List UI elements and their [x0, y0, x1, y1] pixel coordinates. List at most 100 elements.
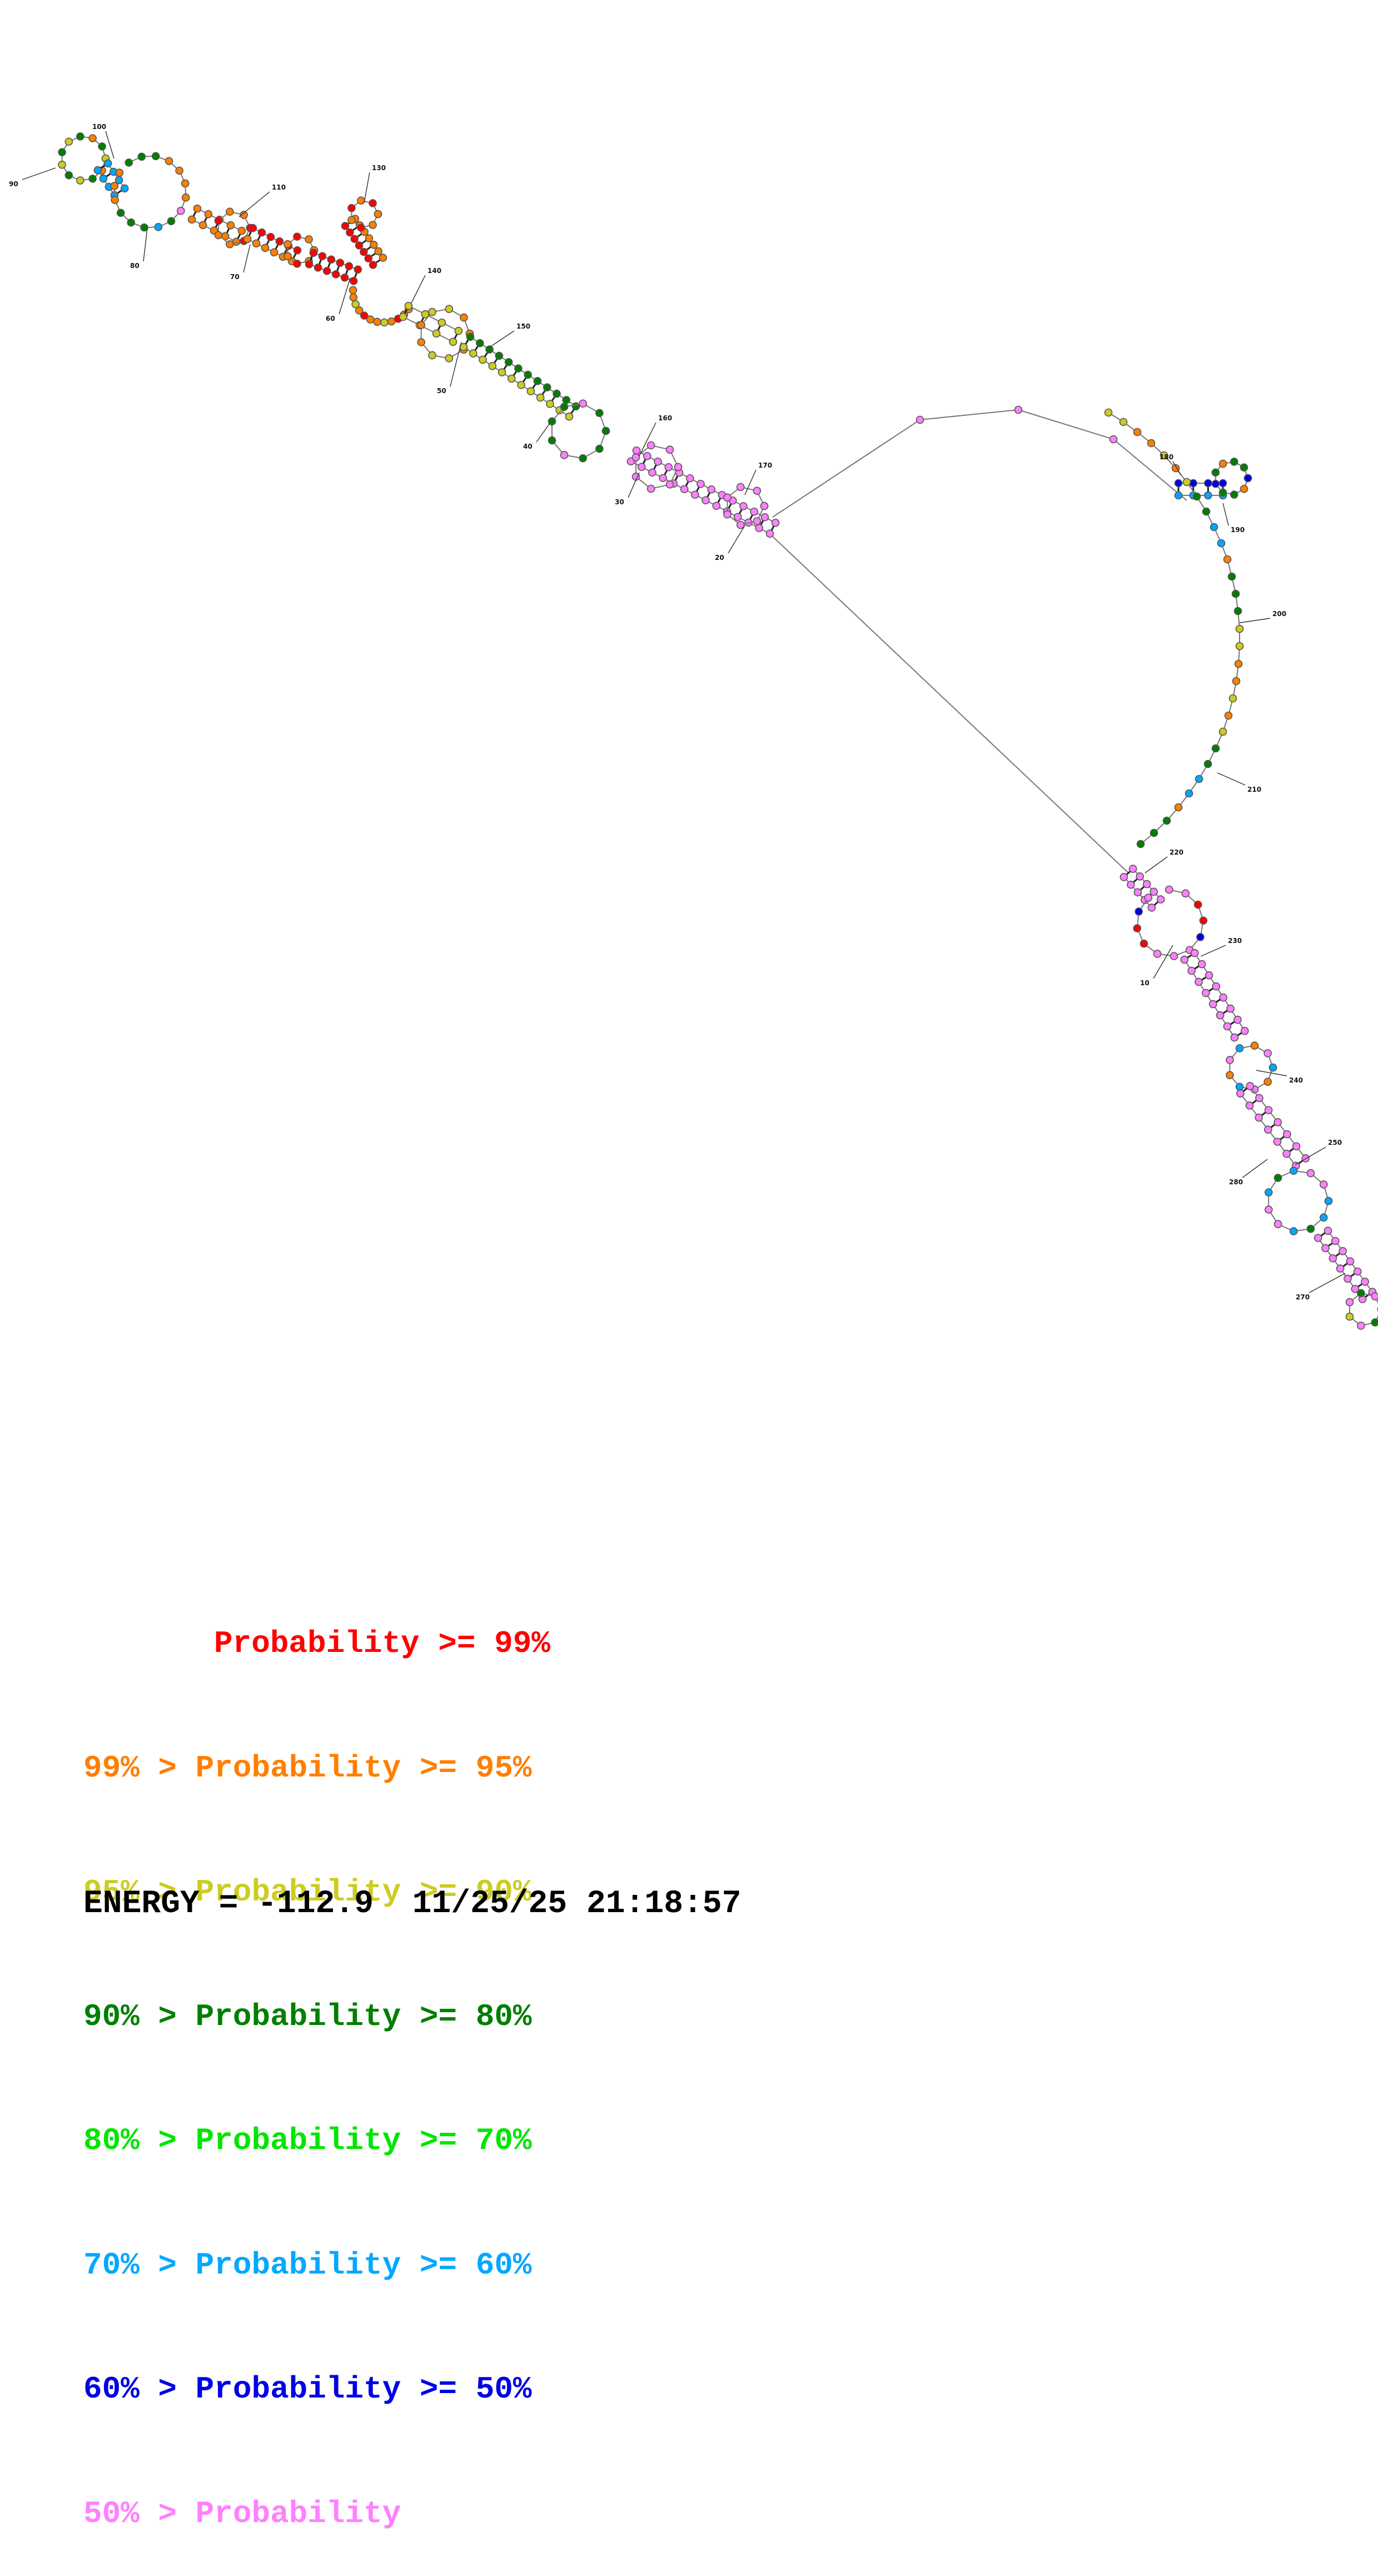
legend-prefix: 99% > [83, 1750, 196, 1786]
nucleotide [1274, 1174, 1281, 1182]
nucleotide [755, 524, 763, 532]
position-label: 90 [9, 180, 18, 188]
nucleotide [1337, 1265, 1344, 1272]
nucleotide [319, 252, 326, 260]
position-tick [450, 342, 461, 386]
legend-text: Probability >= 99% [214, 1626, 550, 1661]
legend-text: Probability [196, 2496, 401, 2532]
nucleotide [350, 294, 357, 301]
position-label: 220 [1170, 848, 1183, 856]
nucleotide [724, 494, 731, 501]
nucleotide [155, 224, 162, 231]
nucleotide [58, 148, 66, 156]
position-label: 110 [272, 183, 286, 191]
position-label: 170 [758, 461, 772, 469]
nucleotide [1322, 1244, 1329, 1252]
position-tick [1201, 945, 1226, 956]
nucleotide [675, 464, 682, 471]
position-tick [728, 525, 745, 553]
nucleotide [177, 207, 185, 215]
nucleotide [445, 355, 452, 362]
nucleotide [1120, 873, 1127, 881]
nucleotide [348, 205, 355, 212]
nucleotide [476, 340, 484, 347]
nucleotide [369, 221, 376, 229]
nucleotide [1255, 1114, 1262, 1121]
nucleotide [315, 264, 322, 271]
nucleotide [1220, 994, 1227, 1001]
nucleotide [579, 400, 586, 407]
nucleotide [375, 211, 382, 218]
nucleotide [350, 286, 357, 294]
nucleotide [1220, 480, 1227, 487]
position-tick [243, 245, 250, 272]
nucleotide [1245, 475, 1252, 482]
nucleotide [379, 254, 386, 261]
nucleotide [479, 356, 486, 363]
nucleotide [633, 447, 640, 454]
nucleotide [659, 474, 666, 482]
nucleotide [1344, 1275, 1351, 1282]
nucleotide [445, 305, 452, 312]
legend-row-p80: 90% > Probability >= 80% [83, 1996, 550, 2038]
legend-prefix: 50% > [83, 2496, 196, 2532]
nucleotide [306, 261, 313, 268]
position-tick [1217, 773, 1245, 785]
nucleotide [1145, 894, 1152, 901]
nucleotide [1361, 1278, 1369, 1285]
position-tick [106, 131, 114, 158]
nucleotide [1130, 865, 1137, 872]
nucleotide [1188, 967, 1195, 974]
nucleotide [433, 330, 440, 337]
nucleotide [351, 235, 358, 242]
nucleotide [654, 458, 661, 465]
energy-value: ENERGY = -112.9 [83, 1886, 374, 1922]
nucleotide [1240, 464, 1247, 471]
nucleotide [127, 219, 135, 226]
nucleotide [100, 175, 107, 182]
nucleotide [1233, 678, 1240, 685]
nucleotide [508, 375, 515, 383]
nucleotide [1251, 1042, 1258, 1049]
position-tick [411, 275, 425, 303]
nucleotide [1274, 1220, 1281, 1228]
nucleotide [1270, 1064, 1277, 1071]
position-tick [1309, 1273, 1345, 1293]
nucleotide [1265, 1106, 1272, 1114]
nucleotide [89, 135, 96, 142]
nucleotide [1256, 1094, 1263, 1101]
nucleotide [77, 133, 84, 140]
position-tick [339, 278, 350, 314]
nucleotide [1217, 1011, 1224, 1019]
nucleotide [708, 486, 715, 493]
nucleotide [632, 454, 639, 461]
nucleotide [666, 446, 673, 453]
nucleotide [1218, 540, 1225, 547]
nucleotide [1127, 881, 1135, 889]
nucleotide [753, 518, 760, 525]
nucleotide [1220, 728, 1227, 736]
nucleotide [89, 175, 96, 182]
nucleotide [400, 313, 407, 320]
nucleotide [1175, 492, 1182, 499]
nucleotide [276, 238, 283, 245]
position-tick [1240, 618, 1270, 623]
legend-row-p99: Probability >= 99% [83, 1623, 550, 1665]
nucleotide [450, 338, 457, 345]
nucleotide [561, 403, 568, 410]
nucleotide [138, 153, 145, 160]
nucleotide [681, 485, 688, 493]
nucleotide [417, 321, 425, 329]
nucleotide [1346, 1258, 1354, 1265]
nucleotide [365, 255, 372, 262]
nucleotide [495, 352, 503, 359]
position-label: 60 [326, 315, 335, 322]
nucleotide [1200, 917, 1207, 924]
nucleotide [346, 229, 354, 236]
nucleotide [262, 244, 269, 251]
nucleotide [176, 167, 183, 174]
position-tick [143, 228, 147, 261]
nucleotide [1232, 590, 1240, 598]
legend-prefix: 70% > [83, 2247, 196, 2283]
nucleotide [772, 519, 779, 527]
